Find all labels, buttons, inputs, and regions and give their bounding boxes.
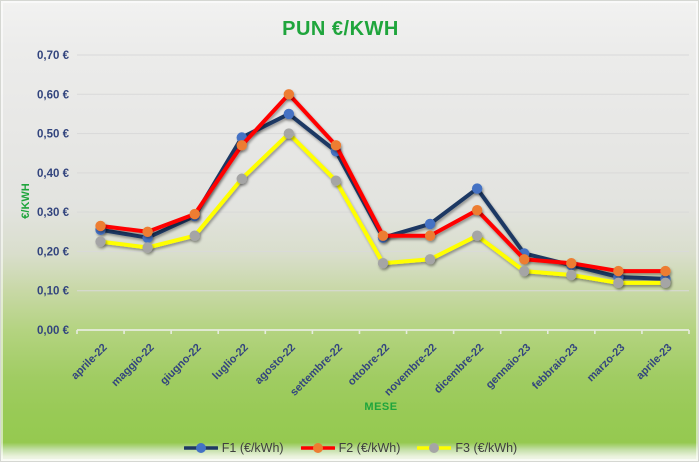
series-f3-marker xyxy=(189,230,200,241)
x-tick-label: febbraio-23 xyxy=(530,342,580,392)
legend-label-f3: F3 (€/kWh) xyxy=(455,441,518,455)
series-f2-line xyxy=(98,92,668,274)
x-tick-label: ottobre-22 xyxy=(346,342,393,389)
legend-marker-sample xyxy=(195,443,206,453)
x-tick-label: luglio-22 xyxy=(210,342,250,382)
legend-item-f1: F1 (€/kWh) xyxy=(183,441,284,455)
y-tick-label: 0,20 € xyxy=(37,246,70,258)
gridlines-group xyxy=(77,54,689,292)
series-f3-marker xyxy=(519,265,530,277)
x-tick-label: giugno-22 xyxy=(158,342,204,388)
y-tick-label: 0,50 € xyxy=(37,129,70,141)
x-tick-label: gennaio-23 xyxy=(484,342,534,392)
series-f2-marker xyxy=(283,89,295,100)
legend-item-f2: F2 (€/kWh) xyxy=(300,441,401,455)
series-f2-marker xyxy=(566,258,577,269)
series-f3-marker xyxy=(660,277,671,289)
series-f2-marker xyxy=(519,254,530,265)
x-tick-label: aprile-23 xyxy=(634,342,674,382)
series-f3-marker xyxy=(236,173,247,184)
series-f1-line xyxy=(98,111,668,281)
y-tick-label: 0,40 € xyxy=(37,168,70,180)
y-tick-label: 0,10 € xyxy=(37,286,70,298)
legend-marker-f3 xyxy=(417,443,452,453)
series-f3-marker xyxy=(613,277,624,289)
series-f2-marker xyxy=(660,265,671,277)
y-axis-title: €/KWH xyxy=(20,183,32,219)
series-f2-marker xyxy=(95,220,106,232)
legend: F1 (€/kWh) F2 (€/kWh) F3 (€/kWh) xyxy=(1,437,698,459)
legend-marker-f1 xyxy=(183,443,218,453)
legend-marker-sample xyxy=(312,443,323,453)
series-f3-marker xyxy=(566,269,577,281)
x-tick-label: agosto-22 xyxy=(253,342,298,387)
series-f3-marker xyxy=(95,236,106,247)
legend-marker-sample xyxy=(429,443,440,453)
series-f3-marker xyxy=(424,254,436,265)
series-f2-marker xyxy=(236,140,247,151)
series-f3-marker xyxy=(142,242,153,253)
y-tick-label: 0,30 € xyxy=(37,207,70,219)
x-tick-label: aprile-22 xyxy=(69,342,109,382)
series-f1-marker xyxy=(471,183,483,194)
series-f1-marker xyxy=(283,108,295,120)
x-tick-label: maggio-22 xyxy=(109,342,156,389)
series-f1-marker xyxy=(424,218,436,230)
series-f2-marker xyxy=(424,230,436,241)
legend-label-f1: F1 (€/kWh) xyxy=(221,441,284,455)
x-tick-label: marzo-23 xyxy=(585,342,628,385)
series-f3-marker xyxy=(283,128,295,139)
legend-item-f3: F3 (€/kWh) xyxy=(417,441,517,455)
series-f2-marker xyxy=(330,140,342,151)
series-f3-marker xyxy=(471,230,483,241)
series-f2-marker xyxy=(189,208,200,220)
axis-labels-group: 0,00 € 0,10 € 0,20 € 0,30 € 0,40 € 0,50 € 0,60… xyxy=(37,50,675,399)
series-f2-marker xyxy=(142,226,153,237)
series-group xyxy=(95,89,671,289)
series-f3-marker xyxy=(377,258,389,269)
legend-label-f2: F2 (€/kWh) xyxy=(338,441,401,455)
x-axis-title: MESE xyxy=(364,401,398,413)
y-tick-label: 0,70 € xyxy=(37,50,70,62)
y-tick-label: 0,00 € xyxy=(37,325,70,337)
x-tick-label: dicembre-22 xyxy=(432,342,486,396)
series-f2-marker xyxy=(613,265,624,277)
x-axis-group xyxy=(76,329,690,334)
series-f3-marker xyxy=(330,175,342,186)
series-f2-marker xyxy=(377,230,389,241)
legend-marker-f2 xyxy=(300,443,335,453)
chart-title: PUN €/KWH xyxy=(282,18,399,40)
series-f2-marker xyxy=(471,204,483,216)
y-tick-label: 0,60 € xyxy=(37,89,70,101)
